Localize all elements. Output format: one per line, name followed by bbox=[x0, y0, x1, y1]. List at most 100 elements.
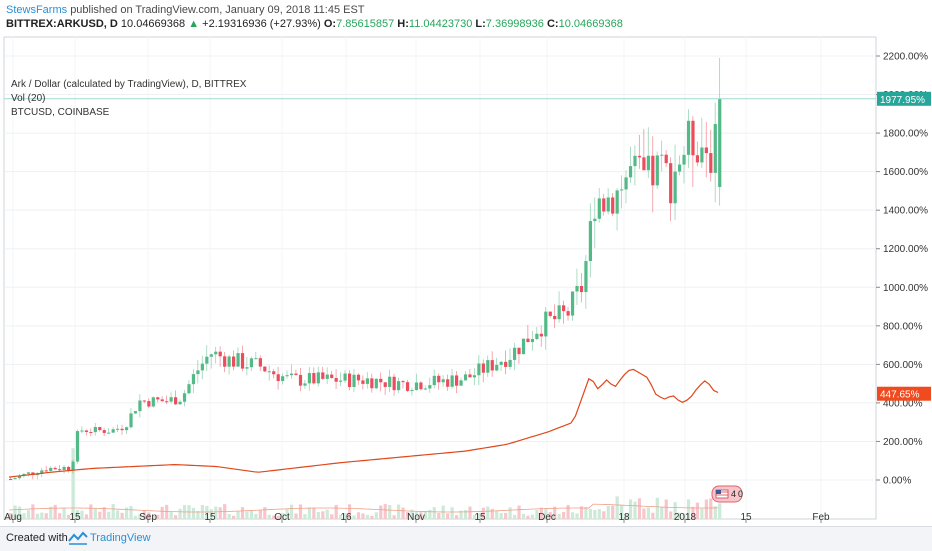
candle bbox=[660, 154, 664, 156]
volume-bar bbox=[584, 506, 588, 519]
candle bbox=[356, 374, 361, 381]
volume-bar bbox=[102, 507, 106, 519]
volume-bar bbox=[147, 512, 151, 519]
candle bbox=[628, 166, 633, 178]
time-axis[interactable]: Aug 15 Sep 15 Oct 16 Nov 15 Dec 18 2018 15 Feb bbox=[4, 512, 830, 523]
volume-bar bbox=[468, 506, 472, 519]
candle bbox=[383, 382, 387, 387]
open-value: 7.85615857 bbox=[336, 18, 395, 30]
volume-bar bbox=[26, 510, 31, 519]
y-tick-label: 1800.00% bbox=[883, 129, 928, 140]
candle bbox=[709, 153, 713, 173]
volume-bar bbox=[548, 512, 552, 519]
price-chart[interactable]: 2200.00%2000.00%1800.00%1600.00%1400.00%… bbox=[0, 36, 932, 526]
earnings-flag-icon[interactable]: 4 0 bbox=[711, 485, 743, 503]
volume-bar bbox=[691, 506, 695, 519]
legend-volume[interactable]: Vol (20) bbox=[11, 93, 46, 104]
candle bbox=[437, 375, 441, 383]
candle bbox=[174, 397, 178, 405]
x-tick-label: 15 bbox=[204, 512, 216, 523]
legend-main-series[interactable]: Ark / Dollar (calculated by TradingView)… bbox=[11, 79, 247, 90]
volume-bar bbox=[276, 515, 280, 519]
volume-bar bbox=[437, 512, 441, 519]
price-axis[interactable]: 2200.00%2000.00%1800.00%1600.00%1400.00%… bbox=[876, 52, 928, 487]
volume-bar bbox=[401, 507, 405, 519]
candle bbox=[495, 364, 499, 371]
candle bbox=[606, 197, 610, 212]
candle bbox=[575, 286, 579, 292]
candle bbox=[414, 382, 419, 391]
candle bbox=[700, 147, 704, 163]
volume-bar bbox=[214, 506, 218, 519]
candle bbox=[392, 376, 396, 391]
volume-bars bbox=[8, 448, 722, 519]
volume-bar bbox=[370, 515, 374, 519]
candle bbox=[633, 155, 637, 167]
candles bbox=[9, 57, 722, 481]
candle bbox=[182, 393, 187, 402]
volume-bar bbox=[267, 514, 271, 519]
volume-bar bbox=[512, 514, 517, 519]
volume-bar bbox=[258, 509, 262, 519]
volume-bar bbox=[40, 512, 44, 519]
volume-bar bbox=[405, 512, 410, 519]
tradingview-brand-link[interactable]: TradingView bbox=[90, 532, 151, 544]
volume-bar bbox=[165, 504, 169, 519]
candle bbox=[165, 401, 169, 403]
x-tick-label: Aug bbox=[4, 512, 22, 523]
volume-bar bbox=[428, 509, 432, 519]
candle bbox=[66, 466, 71, 471]
chart-area[interactable]: 2200.00%2000.00%1800.00%1600.00%1400.00%… bbox=[0, 36, 932, 526]
volume-bar bbox=[624, 513, 628, 519]
volume-bar bbox=[209, 509, 213, 519]
candle bbox=[53, 467, 57, 470]
volume-bar bbox=[575, 513, 579, 519]
candle bbox=[432, 375, 436, 386]
candle bbox=[298, 374, 303, 386]
volume-ma-line bbox=[8, 503, 719, 513]
volume-bar bbox=[570, 512, 575, 519]
legend-btc[interactable]: BTCUSD, COINBASE bbox=[11, 107, 110, 118]
ohlc-line: BITTREX:ARKUSD, D 10.04669368 ▲ +2.19316… bbox=[6, 18, 623, 30]
x-tick-label: 15 bbox=[740, 512, 752, 523]
candle bbox=[593, 218, 597, 222]
volume-bar bbox=[361, 513, 365, 519]
volume-bar bbox=[352, 515, 356, 519]
volume-bar bbox=[660, 506, 664, 519]
volume-bar bbox=[298, 504, 303, 519]
volume-bar bbox=[330, 514, 334, 519]
candle bbox=[352, 374, 356, 387]
volume-bar bbox=[347, 504, 352, 519]
candle bbox=[428, 385, 432, 389]
candle bbox=[111, 429, 115, 433]
candle bbox=[232, 356, 236, 367]
volume-bar bbox=[303, 514, 307, 519]
volume-bar bbox=[236, 511, 240, 519]
low-label: L: bbox=[475, 18, 486, 30]
volume-bar bbox=[254, 514, 258, 519]
candle bbox=[379, 378, 383, 383]
candle bbox=[62, 466, 66, 470]
candle bbox=[75, 431, 80, 462]
volume-bar bbox=[539, 507, 543, 519]
published-text: published on TradingView.com, January 09… bbox=[70, 4, 365, 16]
candle bbox=[419, 382, 423, 390]
volume-bar bbox=[455, 515, 459, 519]
candle bbox=[370, 378, 374, 389]
candle bbox=[129, 413, 133, 428]
btc-line bbox=[8, 368, 719, 478]
volume-bar bbox=[664, 499, 668, 519]
author-link[interactable]: StewsFarms bbox=[6, 4, 68, 16]
volume-bar bbox=[325, 509, 329, 519]
candle bbox=[330, 374, 334, 379]
candle bbox=[718, 98, 722, 188]
volume-bar bbox=[53, 504, 57, 519]
volume-bar bbox=[191, 507, 196, 519]
candle bbox=[637, 155, 642, 158]
volume-bar bbox=[240, 507, 245, 519]
candle bbox=[388, 376, 392, 387]
volume-bar bbox=[637, 498, 642, 519]
x-tick-label: Dec bbox=[538, 512, 556, 523]
volume-bar bbox=[116, 510, 120, 519]
volume-bar bbox=[17, 506, 22, 519]
